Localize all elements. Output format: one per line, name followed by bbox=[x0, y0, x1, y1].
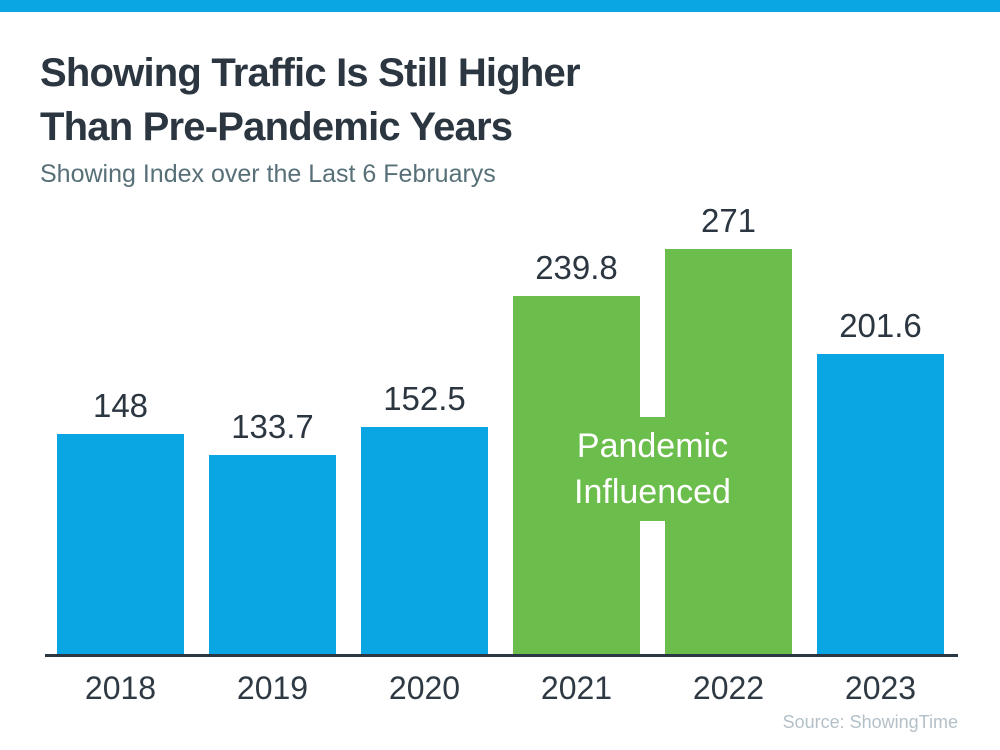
chart-subtitle: Showing Index over the Last 6 Februarys bbox=[40, 160, 496, 188]
value-label-2020: 152.5 bbox=[383, 380, 466, 417]
x-axis-line bbox=[45, 654, 958, 657]
annotation-line1: Pandemic bbox=[576, 427, 729, 465]
bar-2023 bbox=[817, 354, 944, 656]
pandemic-influenced-annotation: Pandemic Influenced bbox=[513, 417, 792, 521]
bar-2019 bbox=[209, 455, 336, 656]
source-credit: Source: ShowingTime bbox=[782, 712, 958, 732]
value-label-2021: 239.8 bbox=[535, 249, 618, 286]
annotation-line2: Influenced bbox=[574, 473, 731, 511]
chart-title: Showing Traffic Is Still Higher Than Pre… bbox=[40, 46, 800, 154]
chart-title-line1: Showing Traffic Is Still Higher bbox=[40, 51, 581, 95]
value-label-2018: 148 bbox=[92, 387, 149, 424]
year-label-2022: 2022 bbox=[692, 670, 765, 706]
value-label-2019: 133.7 bbox=[231, 408, 314, 445]
top-accent-bar bbox=[0, 0, 1000, 12]
year-label-2020: 2020 bbox=[388, 670, 461, 706]
bar-2018 bbox=[57, 434, 184, 656]
value-label-2023: 201.6 bbox=[839, 307, 922, 344]
value-label-2022: 271 bbox=[700, 202, 757, 239]
year-label-2018: 2018 bbox=[84, 670, 157, 706]
bar-2020 bbox=[361, 427, 488, 656]
year-label-2023: 2023 bbox=[844, 670, 917, 706]
year-label-2019: 2019 bbox=[236, 670, 309, 706]
year-label-2021: 2021 bbox=[540, 670, 613, 706]
chart-title-line2: Than Pre-Pandemic Years bbox=[40, 105, 513, 149]
